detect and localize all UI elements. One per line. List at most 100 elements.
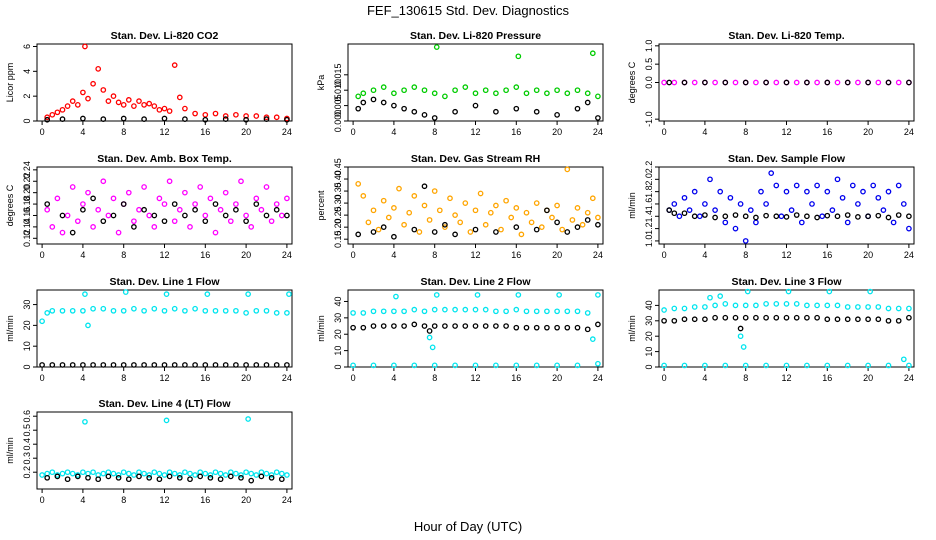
data-point xyxy=(804,314,810,321)
data-point xyxy=(433,292,440,298)
data-point xyxy=(661,362,667,369)
x-tick-label: 12 xyxy=(159,373,169,383)
data-point xyxy=(115,472,122,478)
y-tick-label: 0.3 xyxy=(22,452,32,465)
data-point xyxy=(452,212,458,218)
x-tick-label: 8 xyxy=(121,250,126,260)
data-point xyxy=(192,110,198,117)
data-point xyxy=(895,212,902,218)
data-point xyxy=(278,470,285,477)
data-point xyxy=(69,470,76,477)
series-points xyxy=(44,115,290,123)
data-point xyxy=(151,224,158,230)
data-point xyxy=(136,98,142,104)
data-point xyxy=(885,79,892,86)
data-point xyxy=(131,224,137,230)
data-point xyxy=(528,219,535,226)
y-tick-label: 0 xyxy=(22,364,32,369)
data-point xyxy=(442,93,448,100)
panel-title: Stan. Dev. Li-820 Pressure xyxy=(410,30,541,42)
data-point xyxy=(482,87,489,94)
data-point xyxy=(788,207,795,213)
data-point xyxy=(477,190,484,197)
y-tick-label: 0 xyxy=(644,364,654,369)
x-tick-label: 24 xyxy=(593,127,603,137)
x-tick-label: 24 xyxy=(282,373,292,383)
data-point xyxy=(722,301,729,307)
data-point xyxy=(49,307,56,314)
data-point xyxy=(696,213,703,220)
data-point xyxy=(533,362,540,369)
data-point xyxy=(472,362,479,369)
data-point xyxy=(885,362,892,369)
data-point xyxy=(544,207,550,214)
data-point xyxy=(533,226,540,233)
data-point xyxy=(814,79,820,86)
panel-stan-dev-li-820-pressure: Stan. Dev. Li-820 Pressure 0 4 8 12 16 20 24 0.0… xyxy=(316,30,604,137)
x-tick-label: 12 xyxy=(159,127,169,137)
data-point xyxy=(355,180,362,187)
data-point xyxy=(182,362,188,368)
y-tick-label: 0.25 xyxy=(333,206,343,224)
data-point xyxy=(906,79,912,86)
data-point xyxy=(513,105,520,112)
data-point xyxy=(278,476,285,483)
y-tick-label: 1.8 xyxy=(644,185,654,198)
data-point xyxy=(125,476,132,483)
data-point xyxy=(202,111,209,118)
data-point xyxy=(207,195,214,202)
data-point xyxy=(556,292,562,298)
data-point xyxy=(120,115,127,122)
x-tick-label: 20 xyxy=(552,373,562,383)
data-point xyxy=(865,316,871,323)
data-point xyxy=(773,213,780,220)
x-tick-label: 8 xyxy=(432,127,437,137)
data-point xyxy=(712,79,718,86)
data-point xyxy=(865,213,871,220)
data-point xyxy=(875,194,882,201)
data-point xyxy=(554,219,560,226)
x-tick-label: 16 xyxy=(822,250,832,260)
x-tick-label: 20 xyxy=(863,127,873,137)
data-point xyxy=(80,201,86,207)
y-tick-label: 2 xyxy=(22,94,32,99)
data-point xyxy=(515,53,522,60)
data-point xyxy=(804,302,810,309)
data-point xyxy=(834,79,841,86)
data-point xyxy=(452,231,458,238)
data-point xyxy=(579,221,586,228)
data-point xyxy=(263,184,270,190)
data-point xyxy=(161,201,168,207)
data-point xyxy=(783,301,790,307)
data-point xyxy=(793,314,800,321)
data-point xyxy=(513,224,520,231)
data-point xyxy=(411,362,418,369)
data-point xyxy=(245,416,251,422)
data-point xyxy=(855,79,861,86)
data-point xyxy=(110,212,117,219)
y-tick-label: 0.15 xyxy=(333,230,343,248)
data-point xyxy=(253,195,260,202)
data-point xyxy=(906,225,912,232)
data-point xyxy=(773,314,780,321)
data-point xyxy=(197,184,204,190)
x-tick-label: 8 xyxy=(743,250,748,260)
data-point xyxy=(217,476,224,483)
data-point xyxy=(732,302,739,309)
series-points xyxy=(44,178,290,236)
data-point xyxy=(105,212,112,219)
y-tick-label: 20 xyxy=(644,331,654,341)
data-point xyxy=(493,323,499,329)
data-point xyxy=(80,89,86,96)
data-point xyxy=(554,308,560,315)
panel-title: Stan. Dev. Amb. Box Temp. xyxy=(97,153,232,165)
data-point xyxy=(855,316,861,323)
y-tick-label: 0.6 xyxy=(22,410,32,423)
y-tick-label: 0.22 xyxy=(22,172,32,190)
data-point xyxy=(156,195,163,202)
data-point xyxy=(273,310,280,316)
y-tick-label: 1.0 xyxy=(644,40,654,53)
data-point xyxy=(263,114,270,121)
